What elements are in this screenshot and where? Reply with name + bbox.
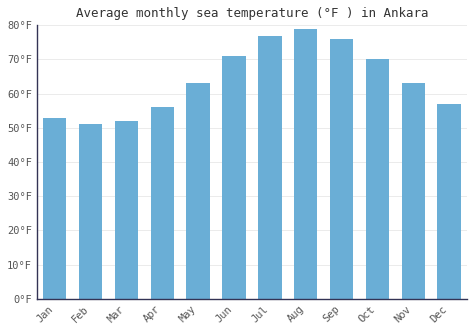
Bar (79, 124, 102, 299)
Bar (258, 35, 282, 299)
Bar (43, 118, 66, 299)
Bar (151, 107, 174, 299)
Bar (366, 60, 389, 299)
Bar (438, 104, 461, 299)
Bar (401, 83, 425, 299)
Title: Average monthly sea temperature (°F ) in Ankara: Average monthly sea temperature (°F ) in… (76, 7, 428, 20)
Bar (186, 83, 210, 299)
Bar (222, 56, 246, 299)
Bar (330, 39, 353, 299)
Bar (294, 29, 318, 299)
Bar (115, 121, 138, 299)
